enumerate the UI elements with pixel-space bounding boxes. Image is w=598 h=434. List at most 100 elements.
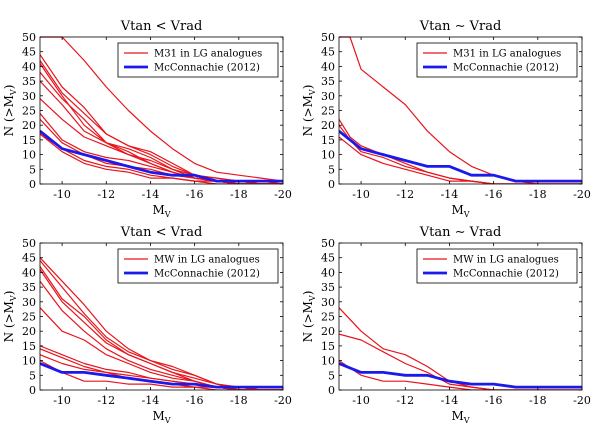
y-tick-label: 45 bbox=[321, 252, 335, 265]
legend-entry-1: M31 in LG analogues bbox=[154, 49, 262, 60]
y-tick-label: 10 bbox=[321, 149, 335, 162]
y-tick-label: 25 bbox=[321, 311, 335, 324]
legend-box bbox=[117, 42, 279, 78]
simulated-series-line-3 bbox=[339, 360, 582, 390]
y-tick-label: 35 bbox=[321, 281, 335, 294]
simulated-series-line-1 bbox=[339, 307, 582, 390]
y-tick-label: 5 bbox=[29, 163, 36, 176]
simulated-series-line-2 bbox=[339, 333, 582, 390]
y-axis-label: N (>MV) bbox=[301, 291, 317, 343]
y-tick-label: 45 bbox=[321, 46, 335, 59]
x-tick-label: -14 bbox=[441, 188, 459, 201]
y-tick-label: 40 bbox=[22, 60, 36, 73]
y-tick-label: 50 bbox=[321, 31, 335, 44]
x-tick-label: -14 bbox=[142, 188, 160, 201]
observed-series-line bbox=[339, 362, 582, 389]
y-tick-label: 40 bbox=[22, 266, 36, 279]
x-tick-label: -16 bbox=[485, 394, 503, 407]
x-tick-label: -18 bbox=[529, 188, 547, 201]
y-tick-label: 15 bbox=[321, 134, 335, 147]
x-tick-label: -20 bbox=[274, 394, 292, 407]
y-tick-label: 5 bbox=[328, 163, 335, 176]
y-tick-label: 45 bbox=[22, 46, 36, 59]
y-tick-label: 45 bbox=[22, 252, 36, 265]
x-tick-label: -12 bbox=[396, 394, 414, 407]
x-tick-label: -14 bbox=[441, 394, 459, 407]
y-tick-label: 50 bbox=[22, 237, 36, 250]
legend: M31 in LG analogues McConnachie (2012) bbox=[416, 42, 578, 78]
y-tick-label: 20 bbox=[321, 325, 335, 338]
x-tick-label: -18 bbox=[529, 394, 547, 407]
y-tick-label: 15 bbox=[22, 134, 36, 147]
y-tick-label: 5 bbox=[328, 369, 335, 382]
x-tick-label: -20 bbox=[573, 188, 591, 201]
simulated-series-line-1 bbox=[40, 257, 283, 390]
simulated-series-line-8 bbox=[40, 348, 283, 390]
legend-entry-2: McConnachie (2012) bbox=[453, 63, 559, 74]
y-tick-label: 0 bbox=[328, 178, 335, 191]
legend: MW in LG analogues McConnachie (2012) bbox=[117, 248, 279, 284]
x-tick-label: -20 bbox=[274, 188, 292, 201]
x-tick-label: -10 bbox=[53, 394, 71, 407]
legend: MW in LG analogues McConnachie (2012) bbox=[416, 248, 578, 284]
y-tick-label: 0 bbox=[29, 178, 36, 191]
legend-entry-1: MW in LG analogues bbox=[154, 255, 260, 266]
simulated-series-line-7 bbox=[40, 98, 283, 184]
x-tick-label: -12 bbox=[97, 188, 115, 201]
y-tick-label: 5 bbox=[29, 369, 36, 382]
y-tick-label: 35 bbox=[22, 75, 36, 88]
chart-title: Vtan ∼ Vrad bbox=[419, 225, 502, 240]
x-tick-label: -18 bbox=[230, 188, 248, 201]
x-axis-label: MV bbox=[152, 409, 170, 425]
chart-title: Vtan < Vrad bbox=[120, 225, 203, 240]
y-tick-label: 25 bbox=[22, 105, 36, 118]
y-tick-label: 15 bbox=[321, 340, 335, 353]
legend-entry-1: M31 in LG analogues bbox=[453, 49, 561, 60]
x-tick-label: -16 bbox=[186, 394, 204, 407]
y-tick-label: 20 bbox=[22, 119, 36, 132]
y-tick-label: 20 bbox=[321, 119, 335, 132]
x-tick-label: -18 bbox=[230, 394, 248, 407]
x-axis-label: MV bbox=[451, 409, 469, 425]
x-tick-label: -14 bbox=[142, 394, 160, 407]
simulated-series-line-1 bbox=[40, 36, 283, 182]
simulated-series-line-8 bbox=[40, 113, 283, 184]
simulated-series-line-10 bbox=[40, 133, 283, 184]
legend-entry-2: McConnachie (2012) bbox=[154, 269, 260, 280]
y-tick-label: 35 bbox=[321, 75, 335, 88]
y-tick-label: 25 bbox=[22, 311, 36, 324]
x-tick-label: -12 bbox=[97, 394, 115, 407]
observed-series-line bbox=[40, 362, 283, 389]
legend-box bbox=[117, 248, 279, 284]
simulated-series-line-6 bbox=[40, 307, 283, 390]
y-axis-label: N (>MV) bbox=[2, 85, 18, 137]
x-axis-label: MV bbox=[152, 203, 170, 219]
simulated-series-line-10 bbox=[40, 360, 283, 390]
y-tick-label: 20 bbox=[22, 325, 36, 338]
simulated-series-line-11 bbox=[40, 133, 283, 184]
y-tick-label: 10 bbox=[22, 355, 36, 368]
x-axis-label: MV bbox=[451, 203, 469, 219]
legend-entry-2: McConnachie (2012) bbox=[154, 63, 260, 74]
simulated-series-line-1 bbox=[339, 36, 582, 184]
legend-entry-1: MW in LG analogues bbox=[453, 255, 559, 266]
series-group bbox=[40, 257, 283, 390]
simulated-series-line-3 bbox=[339, 124, 582, 184]
legend-entry-2: McConnachie (2012) bbox=[453, 269, 559, 280]
y-axis-label: N (>MV) bbox=[301, 85, 317, 137]
simulated-series-line-4 bbox=[40, 63, 283, 184]
x-tick-label: -10 bbox=[352, 394, 370, 407]
y-tick-label: 15 bbox=[22, 340, 36, 353]
y-tick-label: 50 bbox=[321, 237, 335, 250]
simulated-series-line-5 bbox=[40, 280, 283, 390]
simulated-series-line-4 bbox=[40, 269, 283, 390]
y-axis-label: N (>MV) bbox=[2, 291, 18, 343]
observed-series-line bbox=[40, 130, 283, 183]
y-tick-label: 0 bbox=[29, 384, 36, 397]
y-tick-label: 30 bbox=[321, 90, 335, 103]
